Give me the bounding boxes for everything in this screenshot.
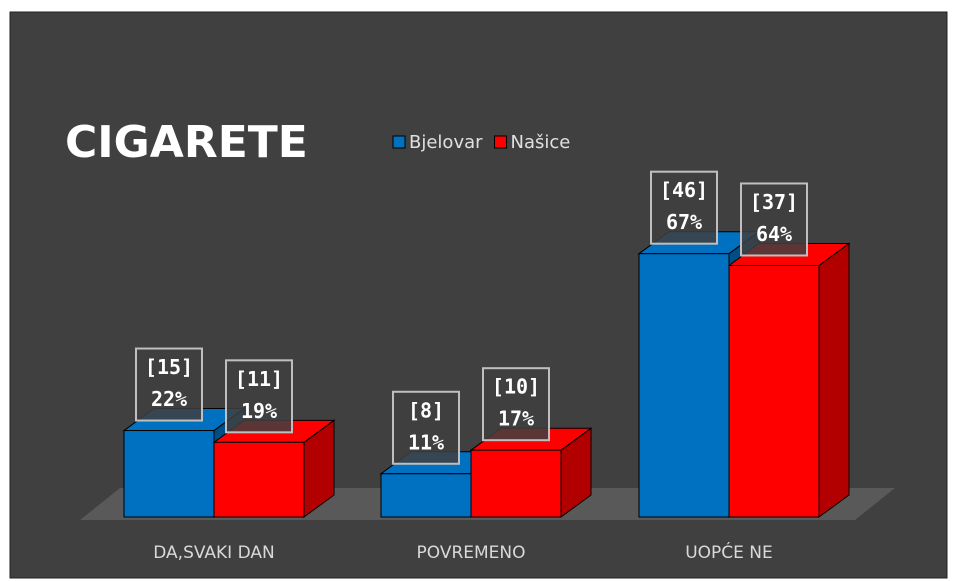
data-label-box: [135, 347, 203, 422]
bar: [123, 430, 215, 518]
data-label-count: [10]: [492, 375, 540, 399]
data-label-box: [392, 390, 460, 465]
data-label-box: [225, 359, 293, 434]
data-label: 17%: [498, 407, 534, 431]
data-label: 64%: [756, 222, 792, 246]
data-label-count: [15]: [145, 355, 193, 379]
chart-title: CIGARETE: [65, 117, 308, 168]
legend-label: Bjelovar: [409, 132, 483, 153]
bar-side-shade: [304, 420, 334, 517]
legend-label: Našice: [511, 132, 571, 153]
data-label-count: [37]: [750, 190, 798, 214]
legend-swatch: [392, 135, 406, 149]
data-label-count: [8]: [408, 398, 444, 422]
bar-side-shade: [819, 243, 849, 518]
bar: [213, 441, 305, 518]
x-tick-label: DA,SVAKI DAN: [153, 543, 275, 563]
bar-side-shade: [561, 428, 591, 517]
x-tick-label: UOPĆE NE: [685, 541, 773, 563]
data-label-box: [650, 170, 718, 245]
data-label: 19%: [241, 399, 277, 423]
data-label-box: [482, 367, 550, 442]
bar: [728, 264, 820, 518]
data-label: 22%: [151, 387, 187, 411]
bar: [470, 449, 562, 518]
data-label-count: [46]: [660, 178, 708, 202]
data-label-box: [740, 182, 808, 257]
x-tick-label: POVREMENO: [416, 543, 525, 563]
data-label-count: [11]: [235, 367, 283, 391]
legend-swatch: [494, 135, 508, 149]
data-label: 11%: [408, 430, 444, 454]
bar: [380, 473, 472, 518]
data-label: 67%: [666, 210, 702, 234]
bar: [638, 253, 730, 518]
